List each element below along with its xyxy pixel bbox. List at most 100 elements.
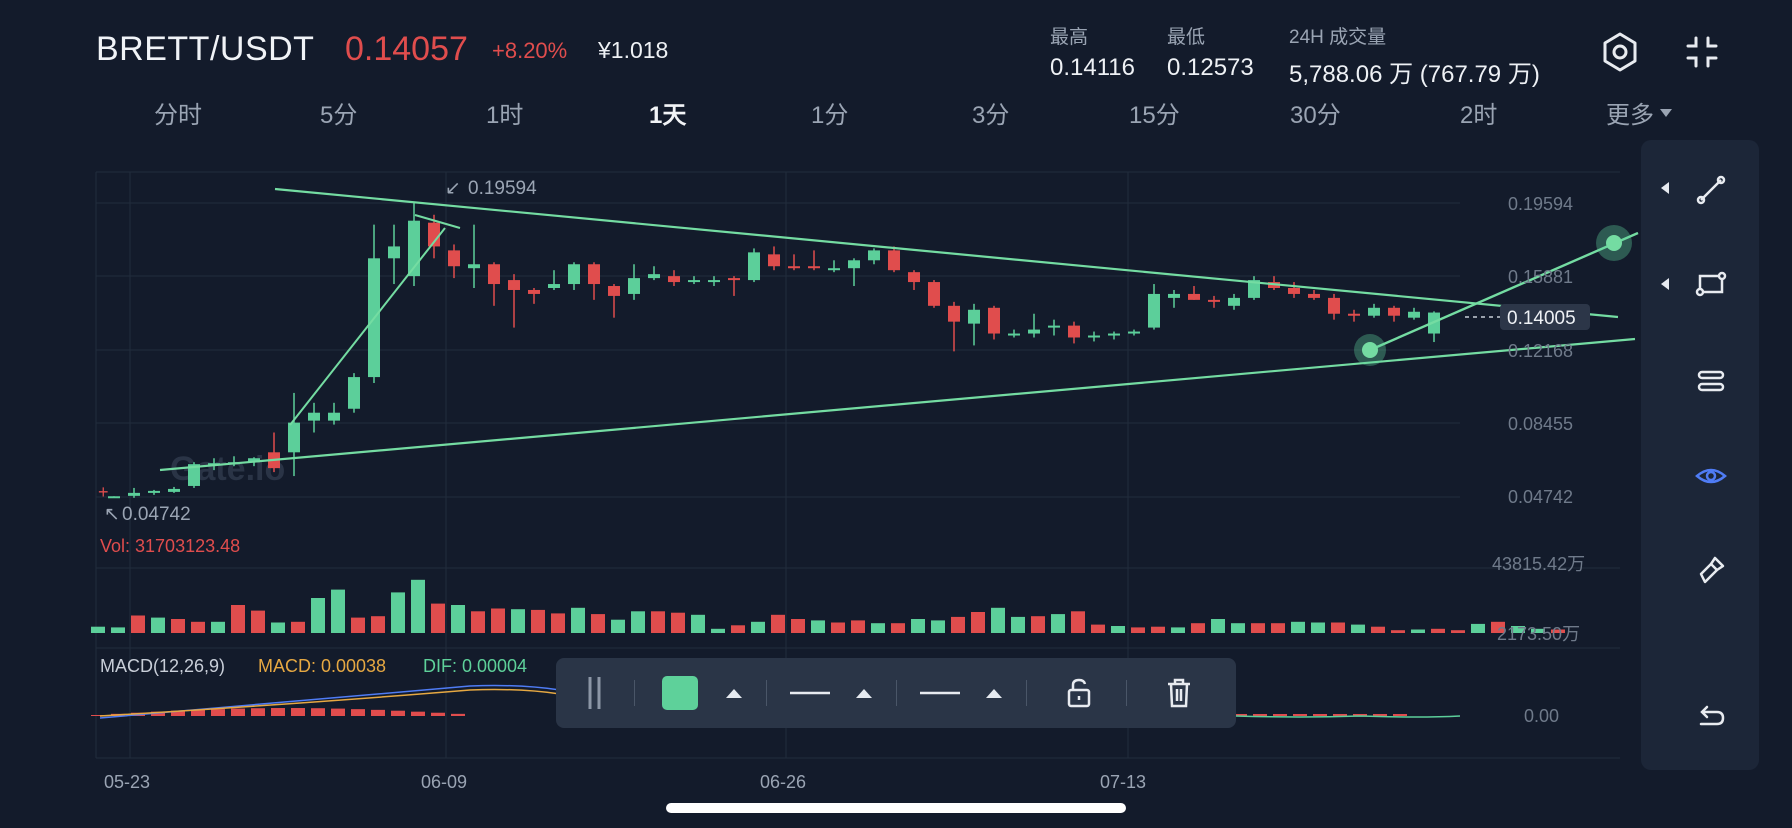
volume-24h-value: 5,788.06 万 (767.79 万): [1289, 61, 1540, 88]
collapse-fullscreen-icon[interactable]: [1682, 32, 1722, 72]
candle-body: [188, 464, 200, 486]
candle-body: [428, 222, 440, 247]
candle-body: [328, 412, 340, 421]
price-axis-label: 0.08455: [1508, 414, 1573, 434]
dif-line: [99, 684, 561, 719]
candle-body: [148, 490, 160, 493]
macd-histogram-bar: [311, 708, 325, 716]
volume-bar: [831, 622, 845, 633]
tab-2hour[interactable]: 2时: [1460, 102, 1498, 129]
line-width-icon[interactable]: [790, 658, 830, 728]
volume-bar: [1371, 626, 1385, 633]
candle-body: [1008, 333, 1020, 336]
macd-histogram-bar: [351, 709, 365, 716]
candle-body: [1168, 293, 1180, 298]
tab-15min[interactable]: 15分: [1129, 102, 1180, 129]
dea-line: [99, 688, 561, 717]
price-axis-label: 0.04742: [1508, 487, 1573, 507]
macd-histogram-bar: [451, 713, 465, 716]
candle-body: [308, 412, 320, 421]
candle-body: [1388, 307, 1400, 316]
color-picker-swatch[interactable]: [662, 658, 698, 728]
tab-30min[interactable]: 30分: [1290, 102, 1341, 129]
volume-24h-label: 24H 成交量: [1289, 27, 1387, 48]
volume-bar: [1271, 623, 1285, 633]
tab-more[interactable]: 更多: [1606, 95, 1672, 130]
trendline-selected[interactable]: [1369, 231, 1639, 352]
trendline-short[interactable]: [414, 214, 461, 229]
volume-bar: [591, 614, 605, 633]
unlock-icon[interactable]: [1064, 658, 1094, 728]
macd-histogram-bar: [1353, 714, 1367, 716]
macd-histogram-bar: [91, 715, 105, 716]
candle-body: [648, 274, 660, 279]
volume-bar: [471, 611, 485, 633]
volume-bar: [1111, 626, 1125, 633]
trendline-rally[interactable]: [289, 227, 446, 426]
macd-histogram-bar: [391, 710, 405, 716]
trading-pair-title: BRETT/USDT: [96, 30, 315, 68]
candle-body: [1228, 297, 1240, 306]
color-dropdown-icon[interactable]: [722, 658, 746, 728]
line-style-icon[interactable]: [920, 658, 960, 728]
trendline-upper[interactable]: [274, 187, 1619, 319]
tab-1min[interactable]: 1分: [811, 102, 849, 129]
candle-body: [968, 309, 980, 324]
eraser-brush-icon[interactable]: [1689, 548, 1733, 592]
volume-bar: [1491, 621, 1505, 633]
volume-bar: [1051, 614, 1065, 633]
volume-bar: [671, 612, 685, 633]
eye-visibility-icon[interactable]: [1689, 454, 1733, 498]
macd-line: [1235, 715, 1461, 718]
undo-icon[interactable]: [1689, 696, 1733, 740]
volume-bar: [251, 610, 265, 633]
volume-bar: [1311, 622, 1325, 633]
volume-bar: [651, 611, 665, 633]
drag-handle-icon[interactable]: [580, 658, 610, 728]
tab-3min[interactable]: 3分: [972, 102, 1010, 129]
volume-bar: [931, 620, 945, 633]
price-change-percent: +8.20%: [492, 38, 568, 63]
volume-bar: [811, 620, 825, 633]
expand-arrow-icon[interactable]: [1661, 182, 1669, 194]
volume-bar: [271, 622, 285, 633]
volume-bar: [451, 605, 465, 633]
candlestick-chart[interactable]: Gate.io ↙ 0.19594 ↖ 0.04742 + 0.19594 0.…: [0, 0, 1640, 790]
volume-bar: [731, 625, 745, 633]
tab-timeline[interactable]: 分时: [154, 102, 202, 129]
trendline-tool-icon[interactable]: [1689, 168, 1733, 212]
expand-arrow-icon[interactable]: [1661, 278, 1669, 290]
tab-1day[interactable]: 1天: [649, 102, 687, 129]
parallel-channel-tool-icon[interactable]: [1689, 358, 1733, 402]
line-width-dropdown-icon[interactable]: [852, 658, 876, 728]
rectangle-tool-icon[interactable]: [1689, 262, 1733, 306]
volume-bar: [1151, 626, 1165, 633]
trendline-lower[interactable]: [159, 337, 1636, 472]
macd-histogram-bar: [431, 712, 445, 716]
tab-1hour[interactable]: 1时: [486, 102, 524, 129]
candle-body: [1348, 313, 1360, 316]
date-label: 05-23: [104, 772, 150, 790]
tab-5min[interactable]: 5分: [320, 102, 358, 129]
volume-bar: [1211, 619, 1225, 633]
volume-bar: [231, 605, 245, 633]
volume-bar: [311, 598, 325, 633]
trendline-handle-start[interactable]: [1362, 342, 1378, 358]
candle-body: [628, 278, 640, 294]
macd-histogram-bar: [331, 708, 345, 716]
cny-price: ¥1.018: [598, 37, 669, 63]
candle-body: [928, 282, 940, 306]
volume-bar: [951, 616, 965, 633]
trendline-handle-end[interactable]: [1606, 235, 1622, 251]
settings-icon[interactable]: [1598, 30, 1642, 74]
candle-body: [828, 268, 840, 271]
volume-bar: [111, 627, 125, 633]
candle-body: [388, 246, 400, 259]
candle-body: [288, 422, 300, 453]
candle-body: [508, 280, 520, 290]
delete-trash-icon[interactable]: [1164, 658, 1194, 728]
volume-bar: [411, 579, 425, 633]
volume-bar: [1471, 623, 1485, 633]
line-style-dropdown-icon[interactable]: [982, 658, 1006, 728]
low-label: 最低: [1167, 27, 1206, 48]
